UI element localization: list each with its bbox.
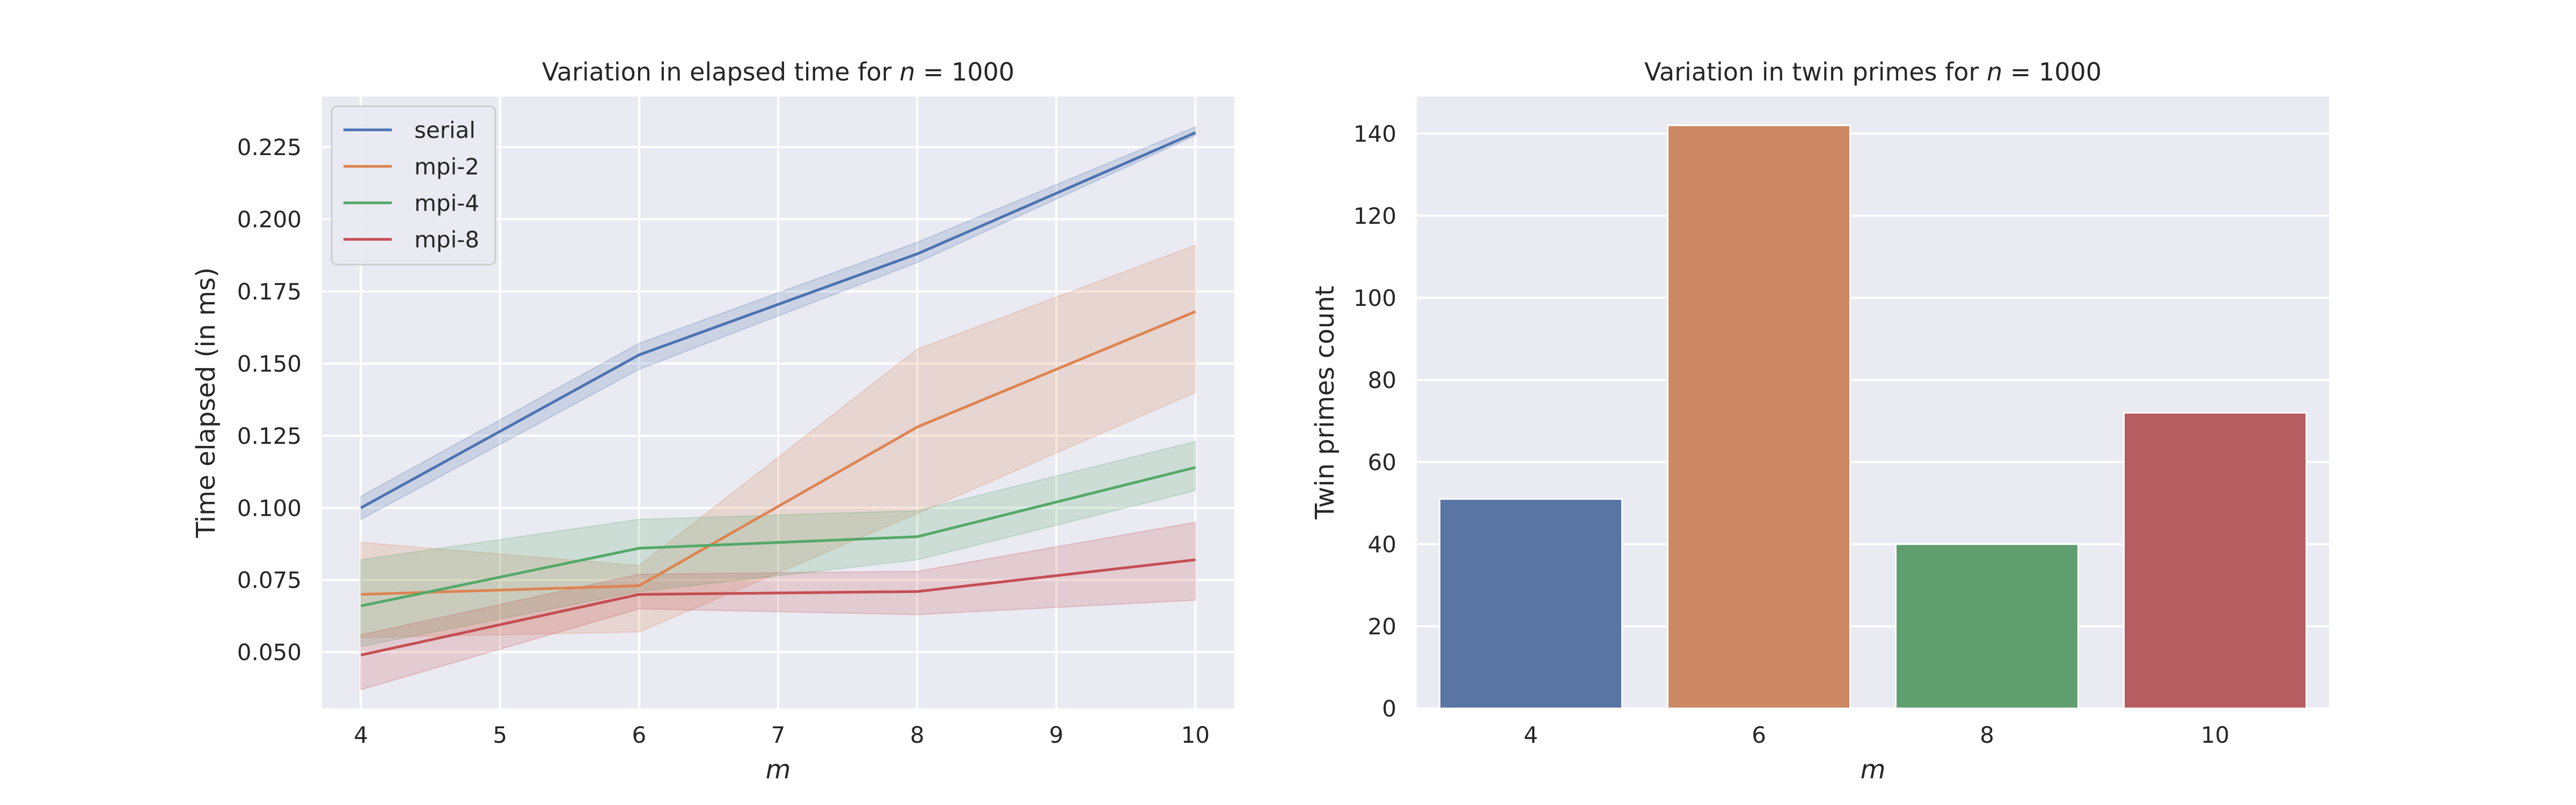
y-tick-label: 0.175 [237, 279, 302, 305]
bar-chart-x-ticks: 4 6 8 10 [1524, 722, 2229, 748]
bar-chart-x-axis-label: m [1861, 755, 1886, 785]
y-tick-label: 0.225 [237, 134, 302, 160]
y-tick-label: 100 [1353, 285, 1396, 311]
series-band-mpi-4 [360, 441, 1196, 647]
y-tick-label: 120 [1353, 203, 1396, 229]
series-line-mpi-8 [361, 558, 1196, 656]
bar-m-10 [2123, 412, 2307, 709]
y-tick-label: 80 [1368, 367, 1396, 393]
x-tick-label: 4 [354, 722, 368, 748]
series-line-serial [360, 131, 1196, 509]
bar-chart-y-ticks: 0 20 40 60 80 100 120 140 [1353, 121, 1396, 722]
bar-chart-y-axis-label: Twin primes count [1310, 286, 1340, 519]
bar-chart: 4 6 8 10 0 20 40 60 80 100 120 140 Variation in tw… [1310, 57, 2329, 785]
bar-chart-title: Variation in twin primes for n = 1000 [1644, 57, 2102, 86]
x-tick-label: 4 [1524, 722, 1538, 748]
y-tick-label: 140 [1353, 121, 1396, 147]
y-tick-label: 0.050 [237, 639, 302, 665]
line-chart-legend: serial mpi-2 mpi-4 mpi-8 [331, 105, 496, 266]
line-chart-y-axis-label: Time elapsed (in ms) [191, 267, 221, 538]
line-chart-series [360, 131, 1196, 656]
legend-label-mpi-8: mpi-8 [414, 226, 479, 253]
y-tick-label: 0.075 [237, 567, 302, 594]
series-band-mpi-8 [360, 521, 1196, 691]
x-tick-label: 7 [771, 722, 786, 748]
x-tick-label: 10 [1181, 722, 1210, 748]
series-line-mpi-2 [361, 310, 1196, 596]
line-chart-x-axis-label: m [766, 755, 791, 785]
line-chart-title: Variation in elapsed time for n = 1000 [542, 57, 1014, 86]
y-tick-label: 20 [1368, 613, 1396, 640]
bar-m-6 [1667, 125, 1851, 709]
x-tick-label: 8 [910, 722, 925, 748]
x-tick-label: 9 [1049, 722, 1064, 748]
x-tick-label: 5 [493, 722, 507, 748]
y-tick-label: 0.125 [237, 423, 302, 449]
legend-label-mpi-4: mpi-4 [414, 190, 479, 216]
legend-label-serial: serial [414, 117, 475, 143]
line-chart-x-ticks: 4 5 6 7 8 9 10 [354, 722, 1210, 748]
x-tick-label: 6 [632, 722, 646, 748]
bar-chart-bars [1439, 125, 2307, 709]
y-tick-label: 0 [1382, 696, 1396, 722]
y-tick-label: 0.200 [237, 207, 302, 233]
y-tick-label: 60 [1368, 449, 1396, 475]
y-tick-label: 40 [1368, 531, 1396, 558]
y-tick-label: 0.100 [237, 495, 302, 521]
x-tick-label: 8 [1980, 722, 1994, 748]
bar-m-4 [1439, 498, 1623, 709]
y-tick-label: 0.150 [237, 350, 302, 377]
x-tick-label: 10 [2201, 722, 2229, 748]
line-chart-y-ticks: 0.050 0.075 0.100 0.125 0.150 0.175 0.200 0.225 [237, 134, 302, 665]
series-line-mpi-4 [361, 466, 1196, 608]
legend-frame [331, 105, 496, 266]
x-tick-label: 6 [1752, 722, 1766, 748]
bar-m-8 [1895, 543, 2079, 709]
legend-label-mpi-2: mpi-2 [414, 153, 479, 180]
line-chart: 4 5 6 7 8 9 10 0.0500.0750.1000.1250.1500.1750… [191, 57, 1234, 785]
